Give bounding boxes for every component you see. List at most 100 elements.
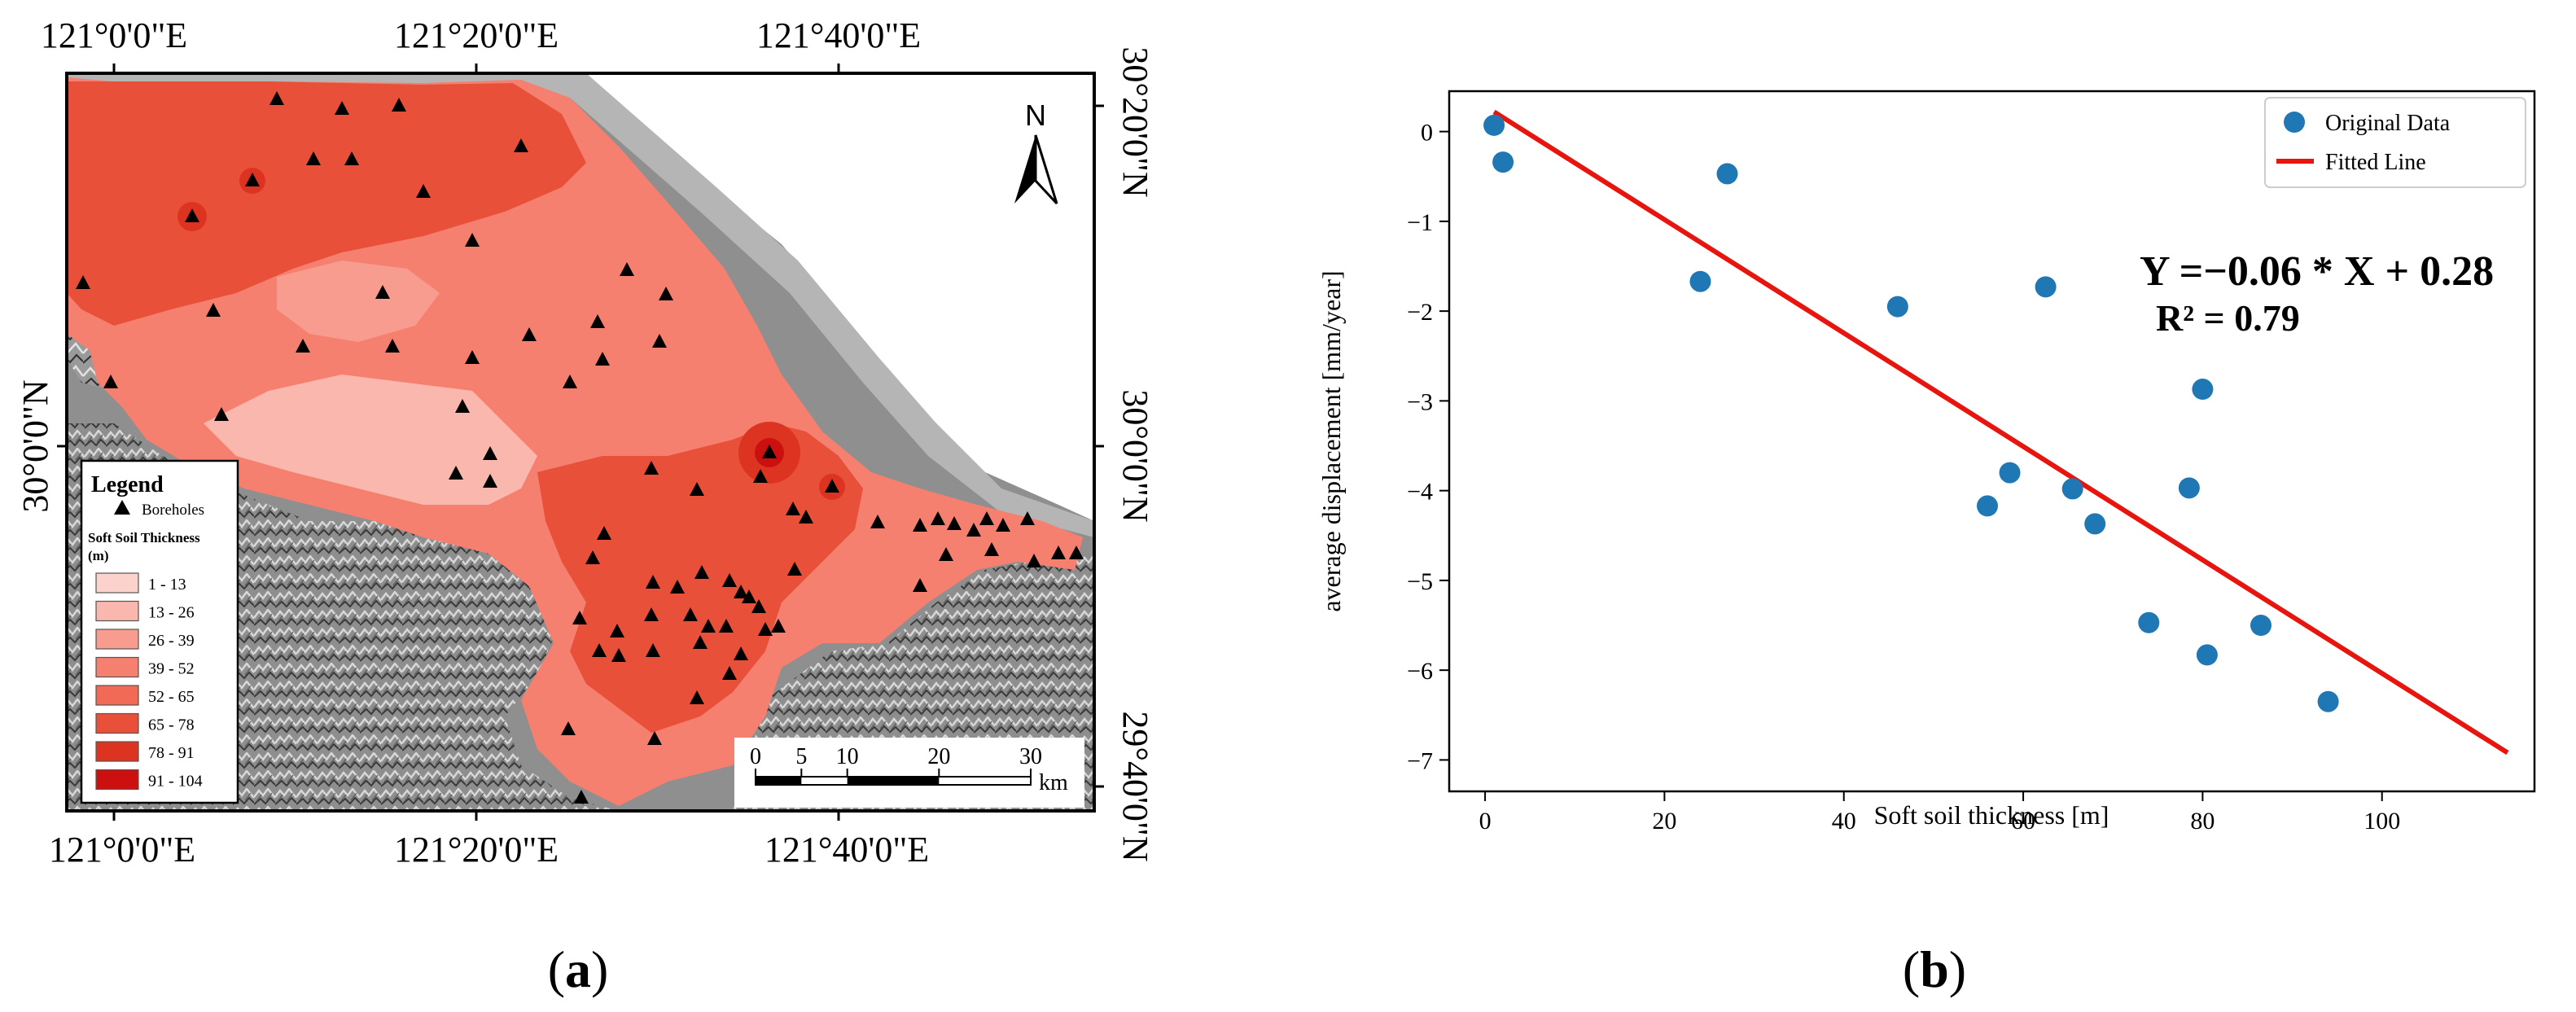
x-tick-label-4: 60 bbox=[2011, 808, 2035, 835]
borehole-marker-71 bbox=[690, 690, 704, 704]
x-tick-label-5: 80 bbox=[2190, 808, 2215, 835]
borehole-marker-62 bbox=[644, 607, 659, 621]
legend-classes: 1 - 13 13 - 26 26 - 39 39 - 52 52 - 65 65 - 7… bbox=[95, 572, 203, 791]
coast-light-band bbox=[67, 73, 1094, 537]
borehole-marker-65 bbox=[719, 619, 734, 633]
borehole-marker-21 bbox=[595, 352, 610, 366]
borehole-marker-22 bbox=[652, 334, 667, 348]
legend-thickness-unit: (m) bbox=[88, 548, 108, 563]
borehole-marker-54 bbox=[722, 573, 737, 587]
zone-light-band-north bbox=[277, 261, 440, 342]
borehole-marker-49 bbox=[597, 526, 611, 540]
legend-title: Legend bbox=[91, 472, 164, 497]
data-point-4 bbox=[1716, 163, 1738, 185]
x-axis-label: Soft soil thickness [m] bbox=[1874, 800, 2109, 830]
borehole-marker-8 bbox=[416, 184, 431, 198]
borehole-marker-63 bbox=[683, 607, 698, 621]
panel-b-open: ( bbox=[1903, 940, 1920, 998]
borehole-marker-25 bbox=[214, 407, 229, 421]
borehole-marker-30 bbox=[644, 461, 659, 475]
legend-swatch-6 bbox=[95, 712, 139, 734]
panel-label-a: (a) bbox=[548, 940, 609, 998]
borehole-marker-53 bbox=[694, 565, 709, 579]
borehole-marker-7 bbox=[245, 173, 260, 186]
scale-tick-label-4: 20 bbox=[927, 744, 950, 769]
borehole-marker-39 bbox=[947, 516, 962, 530]
borehole-marker-3 bbox=[392, 98, 406, 112]
data-point-3 bbox=[1689, 270, 1711, 292]
legend-fitted-line-label: Fitted Line bbox=[2325, 150, 2426, 175]
borehole-legend-icon bbox=[114, 500, 130, 515]
borehole-marker-11 bbox=[76, 275, 90, 289]
scale-segment-3 bbox=[847, 777, 940, 785]
legend-swatch-8 bbox=[95, 769, 139, 791]
borehole-marker-40 bbox=[966, 523, 981, 537]
data-point-8 bbox=[2035, 276, 2057, 298]
data-point-5 bbox=[1886, 296, 1908, 318]
bottom-lon-label-3: 121°40'0"E bbox=[764, 830, 929, 870]
legend-class-label-3: 26 - 39 bbox=[148, 632, 195, 650]
legend-swatch-3 bbox=[95, 629, 139, 650]
north-arrow: N bbox=[1014, 99, 1058, 205]
borehole-marker-36 bbox=[870, 515, 885, 528]
borehole-marker-9 bbox=[465, 233, 480, 247]
borehole-marker-15 bbox=[385, 339, 400, 353]
panel-label-b: (b) bbox=[1903, 940, 1966, 998]
r-squared-label: R² = 0.79 bbox=[2156, 297, 2300, 339]
borehole-marker-37 bbox=[913, 518, 927, 532]
legend-swatch-1 bbox=[95, 572, 139, 594]
x-tick-label-3: 40 bbox=[1832, 808, 1856, 835]
borehole-marker-41 bbox=[979, 511, 994, 525]
y-tick-label-3: −2 bbox=[1407, 299, 1433, 326]
scale-unit: km bbox=[1039, 770, 1068, 795]
legend-thickness-title: Soft Soil Thickness bbox=[88, 530, 200, 545]
borehole-marker-14 bbox=[375, 285, 390, 299]
borehole-marker-69 bbox=[693, 635, 708, 649]
borehole-marker-75 bbox=[799, 510, 813, 524]
borehole-marker-64 bbox=[701, 619, 716, 633]
borehole-marker-38 bbox=[931, 511, 945, 525]
borehole-marker-68 bbox=[646, 643, 660, 657]
legend-class-label-2: 13 - 26 bbox=[148, 604, 195, 622]
top-lon-label-1: 121°0'0"E bbox=[41, 15, 187, 55]
legend-original-data-label: Original Data bbox=[2325, 111, 2451, 136]
borehole-marker-73 bbox=[647, 731, 662, 745]
bottom-lon-label-2: 121°20'0"E bbox=[394, 830, 559, 870]
borehole-marker-29 bbox=[483, 446, 497, 460]
y-tick-label-2: −1 bbox=[1407, 209, 1433, 236]
north-arrow-left-half bbox=[1014, 135, 1036, 204]
borehole-marker-42 bbox=[996, 518, 1010, 532]
bottom-lon-label-1: 121°0'0"E bbox=[49, 830, 195, 870]
borehole-marker-28 bbox=[449, 466, 463, 480]
data-point-2 bbox=[1492, 151, 1514, 173]
panel-b-close: ) bbox=[1949, 940, 1966, 998]
chart-panel: 0 20 40 60 80 100 0 −1 −2 −3 −4 −5 −6 −7 Soft soil t… bbox=[1316, 90, 2536, 835]
borehole-marker-32 bbox=[753, 469, 768, 483]
panel-a-open: ( bbox=[548, 940, 565, 998]
data-point-9 bbox=[2061, 478, 2083, 500]
top-lon-label-2: 121°20'0"E bbox=[394, 15, 559, 55]
borehole-marker-18 bbox=[563, 375, 577, 388]
data-point-12 bbox=[2178, 477, 2200, 499]
data-points bbox=[1483, 114, 2339, 712]
y-tick-label-5: −4 bbox=[1407, 479, 1433, 506]
borehole-marker-13 bbox=[296, 339, 310, 353]
legend-marker-original-data bbox=[2284, 112, 2305, 133]
scale-tick-label-2: 5 bbox=[795, 744, 807, 769]
legend-swatch-7 bbox=[95, 741, 139, 762]
scale-segments bbox=[756, 777, 940, 785]
borehole-marker-31 bbox=[690, 482, 704, 496]
right-lat-label-1: 30°20'0"N bbox=[1115, 46, 1155, 197]
borehole-marker-44 bbox=[939, 547, 953, 561]
scale-bar: 0 5 10 20 30 km bbox=[734, 738, 1084, 808]
borehole-marker-59 bbox=[771, 619, 786, 633]
data-point-7 bbox=[1999, 462, 2021, 484]
graticule-ticks bbox=[57, 64, 1104, 821]
borehole-marker-77 bbox=[787, 562, 802, 576]
scale-tick-label-5: 30 bbox=[1019, 744, 1042, 769]
data-point-13 bbox=[2192, 379, 2214, 401]
borehole-marker-17 bbox=[522, 327, 537, 341]
right-lat-label-2: 30°0'0"N bbox=[1115, 389, 1155, 522]
data-point-1 bbox=[1483, 114, 1505, 136]
